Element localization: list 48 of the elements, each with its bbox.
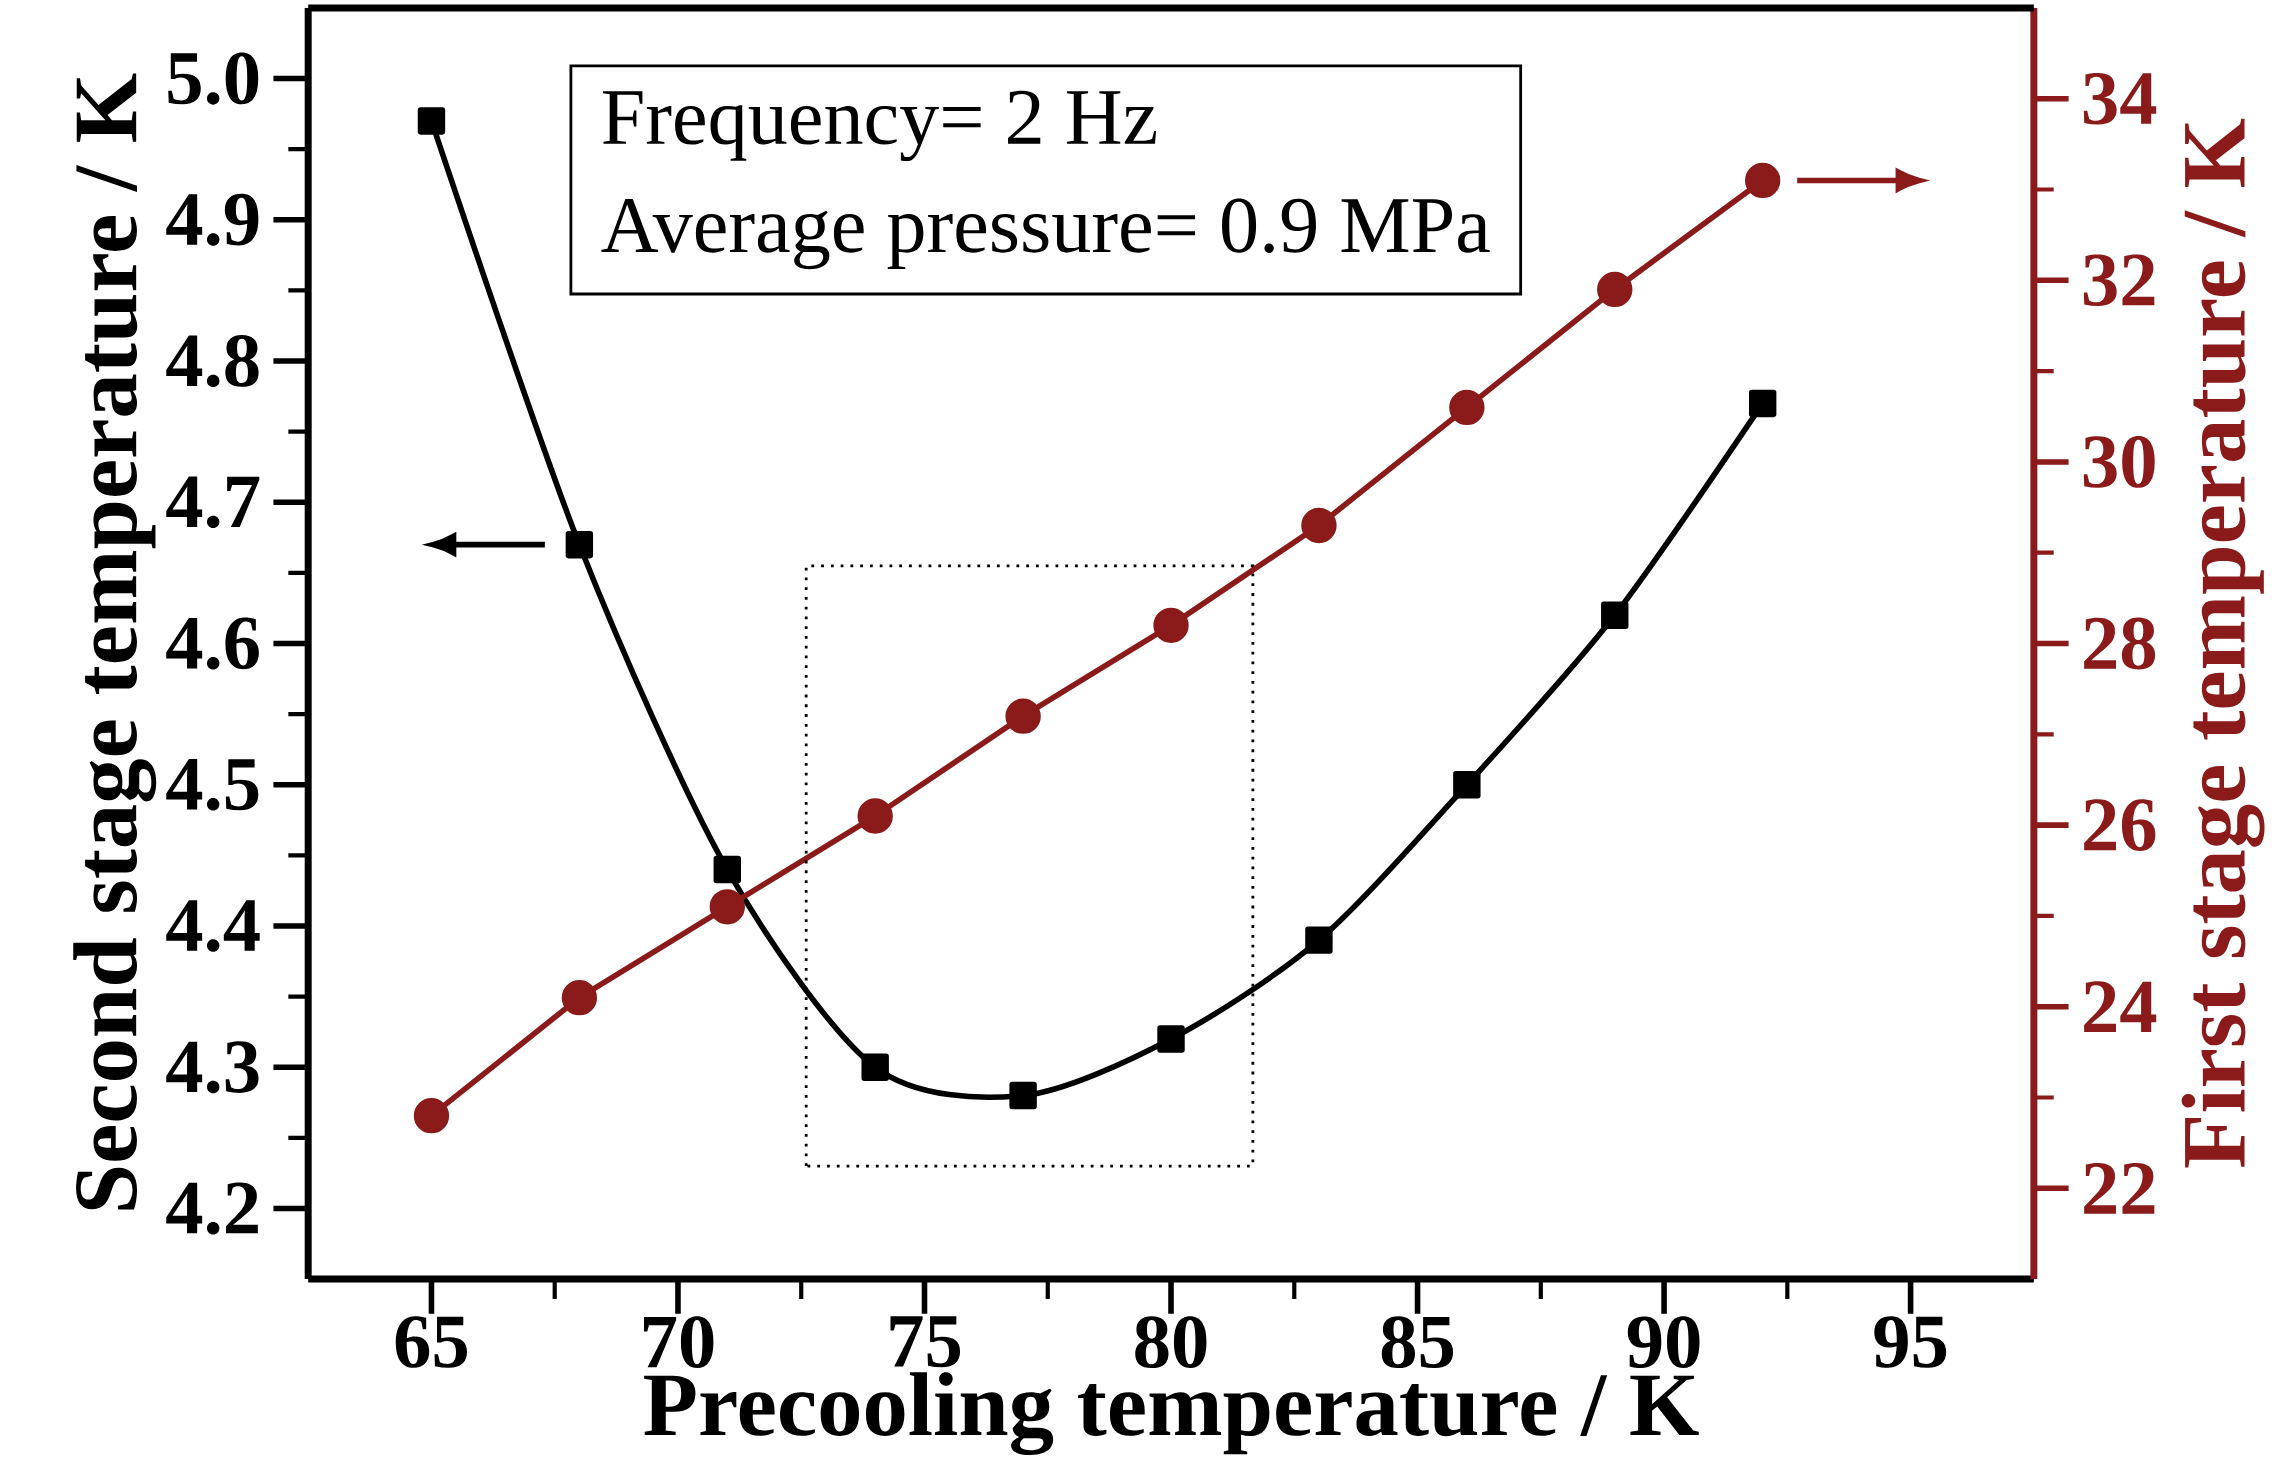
- y-tick-label: 4.5: [166, 759, 259, 811]
- x-tick-label: 75: [890, 1316, 961, 1368]
- y-tick-label: 4.3: [166, 1041, 259, 1094]
- x-tick-label: 90: [1627, 1316, 1700, 1369]
- point: [709, 889, 745, 925]
- point: [1601, 601, 1629, 630]
- point: [1157, 1025, 1185, 1053]
- point: [861, 1053, 889, 1082]
- y2-tick-label: 30: [2083, 436, 2155, 489]
- x-tick-label: 80: [1135, 1316, 1207, 1369]
- point: [565, 531, 594, 559]
- x-tick-label: 95: [1874, 1316, 1947, 1369]
- y2-tick-label: 22: [2084, 1163, 2155, 1214]
- y-tick-label: 4.7: [166, 476, 260, 529]
- point: [561, 980, 598, 1016]
- point: [1153, 607, 1189, 644]
- x-tick-label: 70: [643, 1316, 714, 1369]
- y2-tick-label: 26: [2084, 799, 2156, 852]
- point: [1301, 508, 1337, 544]
- y2-tick-label: 32: [2083, 254, 2155, 307]
- y-axis-title: Second stage temperature / K: [73, 73, 157, 1210]
- y-tick-label: 5.0: [168, 52, 259, 105]
- point: [413, 1098, 450, 1134]
- point: [1449, 389, 1485, 426]
- y-tick-label: 4.2: [166, 1182, 258, 1235]
- point: [1597, 271, 1633, 308]
- y2-tick-label: 24: [2084, 981, 2157, 1033]
- x-tick-label: 85: [1381, 1316, 1454, 1369]
- x-tick-label: 65: [395, 1316, 468, 1369]
- point: [713, 856, 741, 884]
- annotation: Average pressure= 0.9 MPa: [601, 198, 1490, 270]
- point: [1005, 698, 1041, 735]
- annotation: Frequency= 2 Hz: [602, 90, 1156, 162]
- point: [857, 798, 893, 834]
- point: [1305, 926, 1333, 955]
- point: [1745, 162, 1781, 199]
- point: [1748, 389, 1777, 418]
- y2-axis-title: First stage temperature / K: [2181, 118, 2265, 1168]
- y-tick-label: 4.4: [166, 900, 260, 953]
- y2-tick-label: 28: [2084, 617, 2156, 670]
- x-axis-title: Precooling temperature / K: [644, 1372, 1699, 1456]
- point: [417, 107, 446, 135]
- y-tick-label: 4.9: [166, 194, 259, 246]
- point: [1009, 1082, 1037, 1110]
- point: [1453, 771, 1481, 799]
- y2-tick-label: 34: [2083, 73, 2157, 125]
- y-tick-label: 4.6: [166, 617, 259, 670]
- y-tick-label: 4.8: [166, 335, 259, 388]
